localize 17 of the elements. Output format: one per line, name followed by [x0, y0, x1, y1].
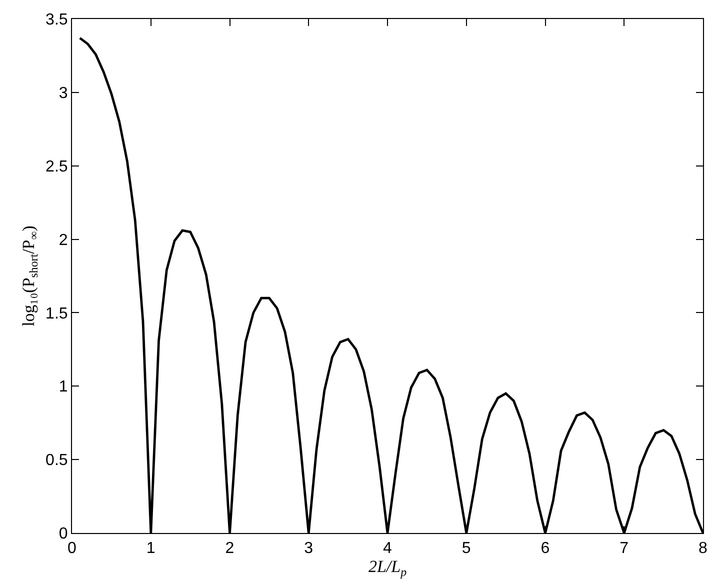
y-tick-label: 1.5	[46, 305, 68, 322]
x-axis-title: 2L/L$_{p}$	[368, 557, 407, 579]
x-tick-label: 8	[698, 540, 708, 558]
y-tick-label: 2.5	[46, 158, 68, 176]
y-tick-label: 1	[58, 378, 68, 396]
x-tick-label: 4	[383, 540, 392, 558]
x-tick-label: 7	[620, 540, 629, 558]
x-tick-label: 3	[304, 540, 314, 558]
y-tick-label: 2	[58, 232, 68, 249]
x-tick-label: 5	[462, 540, 471, 558]
y-tick-label: 0.5	[46, 452, 68, 470]
x-tick-label: 6	[540, 540, 550, 558]
y-tick-label: 3	[58, 85, 68, 102]
x-tick-label: 2	[225, 540, 234, 558]
y-tick-label: 0	[58, 526, 68, 543]
x-tick-label: 1	[146, 540, 156, 558]
y-tick-label: 3.5	[46, 12, 68, 29]
